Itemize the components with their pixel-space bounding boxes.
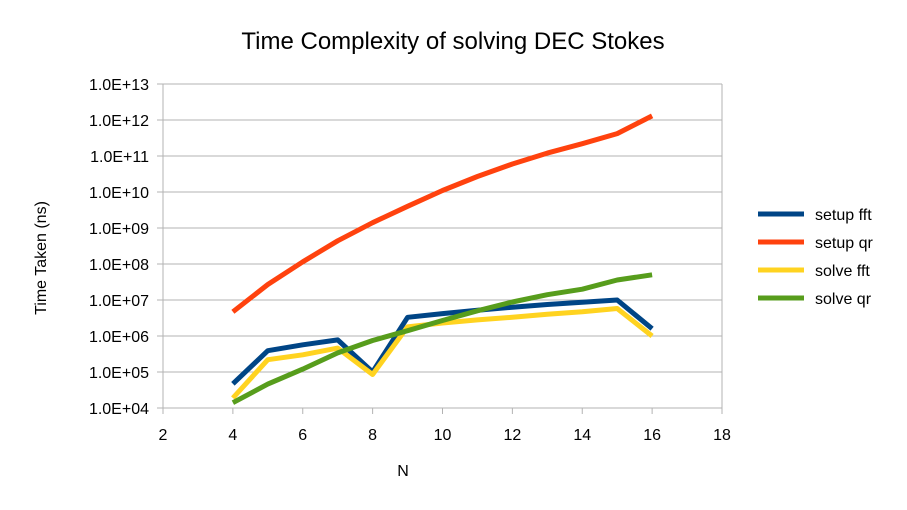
legend-label-setup-qr: setup qr xyxy=(815,235,873,252)
x-tick-label: 4 xyxy=(228,427,237,444)
x-tick-label: 2 xyxy=(159,427,168,444)
legend-label-solve-qr: solve qr xyxy=(815,291,872,308)
x-axis-label: N xyxy=(397,463,409,480)
x-tick-label: 8 xyxy=(368,427,377,444)
y-axis-label: Time Taken (ns) xyxy=(33,201,50,315)
x-tick-label: 16 xyxy=(643,427,661,444)
axes xyxy=(162,84,723,409)
x-tick-label: 6 xyxy=(298,427,307,444)
y-tick-label: 1.0E+04 xyxy=(89,401,149,418)
y-tick-label: 1.0E+05 xyxy=(89,365,149,382)
y-tick-label: 1.0E+06 xyxy=(89,329,149,346)
y-axis-ticks: 1.0E+04 1.0E+05 1.0E+06 1.0E+07 1.0E+08 1.0E+… xyxy=(89,77,163,418)
x-tick-label: 12 xyxy=(503,427,521,444)
y-tick-label: 1.0E+09 xyxy=(89,221,149,238)
legend-label-setup-fft: setup fft xyxy=(815,207,872,224)
x-tick-label: 18 xyxy=(713,427,731,444)
y-tick-label: 1.0E+07 xyxy=(89,293,149,310)
y-tick-label: 1.0E+13 xyxy=(89,77,149,94)
legend-label-solve-fft: solve fft xyxy=(815,263,870,280)
x-axis-ticks: 2 4 6 8 10 12 14 16 18 xyxy=(159,408,731,444)
chart-title: Time Complexity of solving DEC Stokes xyxy=(241,28,664,55)
series-line-solve-qr xyxy=(231,272,653,405)
series-line-setup-fft xyxy=(231,297,654,386)
y-tick-label: 1.0E+11 xyxy=(90,149,149,166)
legend: setup fft setup qr solve fft solve qr xyxy=(758,207,873,308)
x-tick-label: 14 xyxy=(573,427,591,444)
y-tick-label: 1.0E+08 xyxy=(89,257,149,274)
y-tick-label: 1.0E+12 xyxy=(89,113,149,130)
y-tick-label: 1.0E+10 xyxy=(89,185,149,202)
x-tick-label: 10 xyxy=(434,427,452,444)
series-line-setup-qr xyxy=(231,113,654,314)
gridlines xyxy=(163,83,722,409)
series-lines xyxy=(231,113,654,405)
